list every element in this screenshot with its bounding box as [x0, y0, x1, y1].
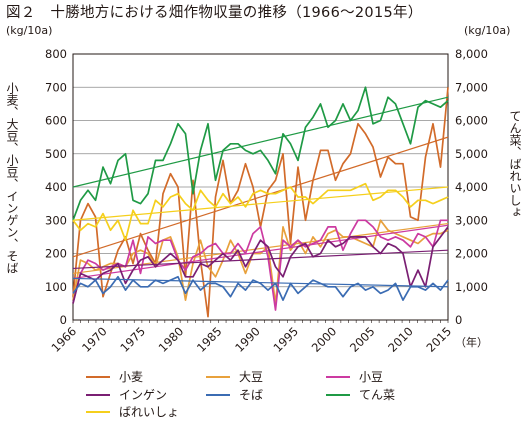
trend-line-potato — [72, 186, 449, 221]
legend-label-kidney-bean: インゲン — [119, 388, 168, 402]
legend-swatch-soybean — [206, 375, 230, 378]
x-tick-label: 2015 — [424, 324, 455, 355]
legend-swatch-potato — [86, 410, 110, 413]
y-right-tick-label: 2,000 — [455, 247, 488, 261]
x-tick-label: 1985 — [194, 324, 225, 355]
legend-label-potato: ばれいしょ — [119, 405, 180, 419]
x-tick-label: 2005 — [347, 324, 378, 355]
y-right-tick-label: 4,000 — [455, 180, 488, 194]
legend-item-sugar-beet: てん菜 — [326, 386, 395, 403]
series-line-sugar-beet — [72, 86, 449, 221]
series-line-kidney-bean — [72, 226, 449, 304]
legend-swatch-sugar-beet — [326, 393, 350, 396]
chart-title: 図２ 十勝地方における畑作物収量の推移（1966～2015年） — [6, 5, 423, 21]
x-tick-label: 1966 — [49, 324, 80, 355]
trend-line-kidney-bean — [72, 249, 449, 270]
y-left-tick-label: 700 — [45, 80, 67, 94]
x-tick-label: 2010 — [385, 324, 416, 355]
y-left-tick-label: 200 — [45, 247, 67, 261]
legend-swatch-adzuki — [326, 375, 350, 378]
y-right-tick-label: 7,000 — [455, 80, 488, 94]
x-tick-label: 2000 — [309, 324, 340, 355]
legend-item-buckwheat: そば — [206, 386, 263, 403]
legend-item-kidney-bean: インゲン — [86, 386, 167, 403]
y-right-tick-label: 8,000 — [455, 47, 488, 61]
x-tick-label: 1980 — [156, 324, 187, 355]
y-right-tick-label: 6,000 — [455, 114, 488, 128]
y-right-tick-label: 0 — [455, 313, 462, 327]
legend-label-soybean: 大豆 — [239, 370, 264, 384]
y-left-tick-label: 600 — [45, 114, 67, 128]
y-left-tick-label: 100 — [45, 280, 67, 294]
legend-item-wheat: 小麦 — [86, 368, 143, 385]
right-axis-label: てん菜、ばれいしょ — [508, 110, 522, 218]
y-left-tick-label: 400 — [45, 180, 67, 194]
y-left-tick-label: 500 — [45, 147, 67, 161]
legend-item-adzuki: 小豆 — [326, 368, 383, 385]
y-right-tick-label: 3,000 — [455, 213, 488, 227]
series-line-adzuki — [72, 219, 448, 311]
y-right-tick-label: 1,000 — [455, 280, 488, 294]
y-left-tick-label: 300 — [45, 213, 67, 227]
x-tick-label: 1975 — [117, 324, 148, 355]
x-tick-label: 1990 — [232, 324, 263, 355]
legend-item-potato: ばれいしょ — [86, 403, 179, 420]
legend-swatch-buckwheat — [206, 393, 230, 396]
legend-label-adzuki: 小豆 — [359, 370, 384, 384]
legend-swatch-kidney-bean — [86, 393, 110, 396]
legend-label-buckwheat: そば — [239, 388, 264, 402]
trend-line-adzuki — [72, 224, 449, 280]
left-axis-label: 小麦、大豆、小豆、インゲン、そば — [5, 82, 19, 274]
x-axis-unit: （年） — [455, 336, 488, 349]
legend-item-soybean: 大豆 — [206, 368, 263, 385]
right-axis-unit: (kg/10a) — [464, 24, 511, 37]
series-line-buckwheat — [72, 275, 449, 301]
y-right-tick-label: 5,000 — [455, 147, 488, 161]
trend-line-sugar-beet — [72, 96, 449, 188]
legend-label-sugar-beet: てん菜 — [359, 388, 396, 402]
left-axis-unit: (kg/10a) — [6, 24, 53, 37]
y-left-tick-label: 0 — [60, 313, 67, 327]
x-tick-label: 1995 — [270, 324, 301, 355]
trend-line-buckwheat — [72, 277, 449, 288]
legend-swatch-wheat — [86, 375, 110, 378]
trend-line-wheat — [72, 136, 449, 258]
legend-label-wheat: 小麦 — [119, 370, 144, 384]
y-left-tick-label: 800 — [45, 47, 67, 61]
x-tick-label: 1970 — [79, 324, 110, 355]
